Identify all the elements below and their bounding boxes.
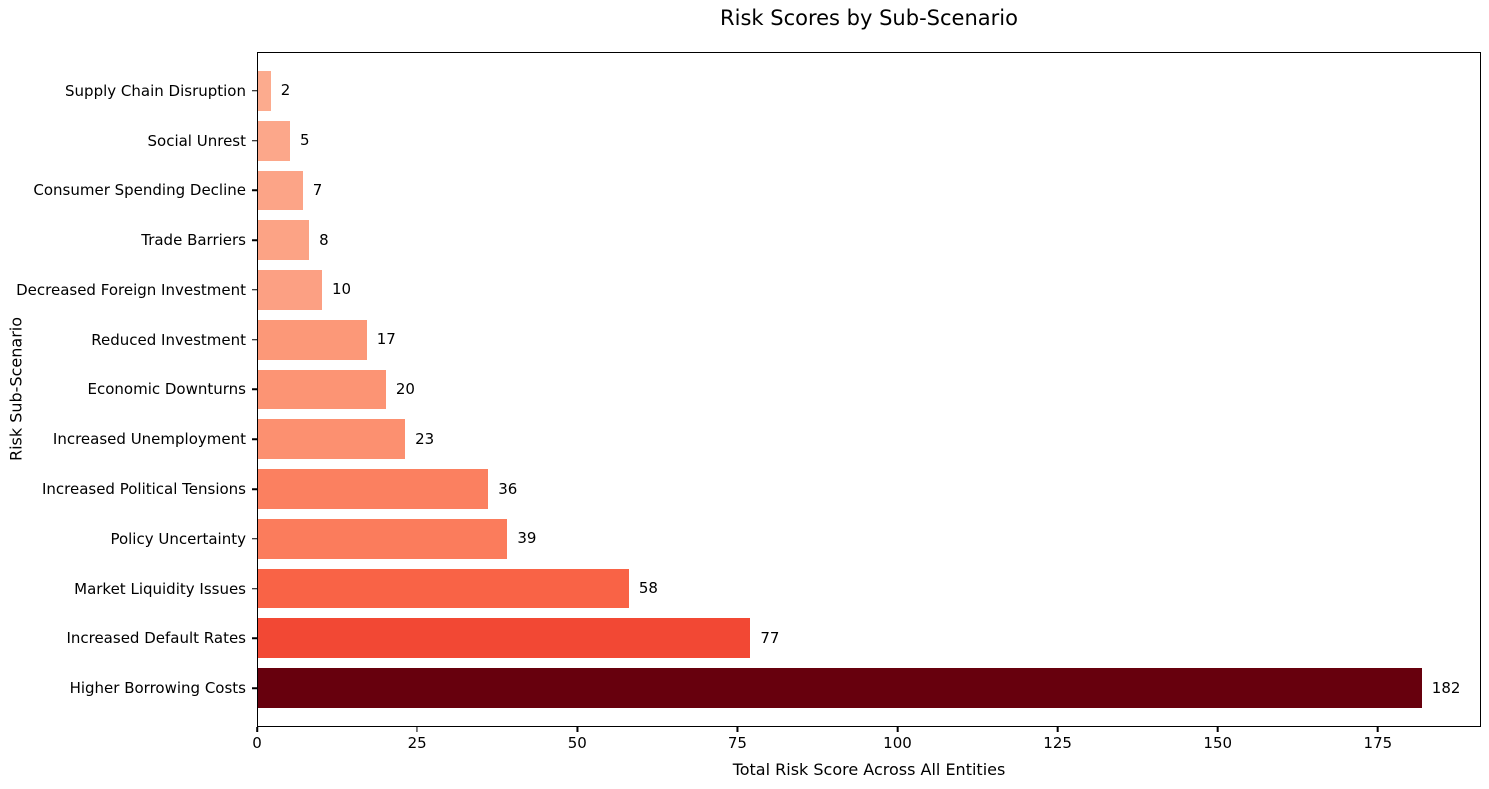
y-tick-mark bbox=[252, 587, 257, 590]
y-tick-mark bbox=[252, 488, 257, 490]
x-axis: 0 25 50 75 100 125 150 175 bbox=[252, 727, 1481, 769]
x-tick-50: 50 bbox=[568, 727, 587, 751]
y-tick-mark bbox=[252, 687, 257, 689]
bar-row-decreased-foreign-investment: Decreased Foreign Investment 10 bbox=[16, 265, 1480, 315]
bar-trade-barriers bbox=[258, 220, 310, 261]
bar-row-increased-political-tensions: Increased Political Tensions 36 bbox=[42, 464, 1480, 514]
y-tick-mark bbox=[252, 538, 257, 540]
category-label-higher-borrowing-costs: Higher Borrowing Costs bbox=[69, 679, 246, 698]
bars-area: Supply Chain Disruption 2 Social Unrest 5 Co… bbox=[16, 53, 1480, 726]
x-tick-0: 0 bbox=[252, 727, 262, 751]
bar-row-policy-uncertainty: Policy Uncertainty 39 bbox=[110, 514, 1480, 564]
value-label-market-liquidity-issues: 58 bbox=[638, 579, 658, 598]
x-tick-label: 50 bbox=[567, 734, 587, 752]
bar-supply-chain-disruption bbox=[258, 70, 271, 111]
bar-market-liquidity-issues bbox=[258, 568, 629, 609]
x-tick-mark bbox=[416, 727, 418, 732]
y-tick-mark bbox=[252, 438, 257, 440]
value-label-reduced-investment: 17 bbox=[376, 330, 396, 349]
bar-row-trade-barriers: Trade Barriers 8 bbox=[141, 215, 1480, 265]
category-label-increased-default-rates: Increased Default Rates bbox=[66, 629, 246, 648]
x-tick-mark bbox=[1377, 727, 1379, 732]
bar-row-market-liquidity-issues: Market Liquidity Issues 58 bbox=[74, 564, 1480, 614]
value-label-economic-downturns: 20 bbox=[395, 379, 415, 398]
value-label-trade-barriers: 8 bbox=[319, 230, 329, 249]
bar-increased-unemployment bbox=[258, 419, 406, 460]
x-tick-mark bbox=[1056, 727, 1059, 732]
x-tick-25: 25 bbox=[408, 727, 427, 751]
category-label-increased-unemployment: Increased Unemployment bbox=[52, 430, 246, 449]
x-tick-label: 0 bbox=[252, 734, 262, 752]
bar-economic-downturns bbox=[258, 369, 386, 410]
x-tick-label: 75 bbox=[727, 734, 747, 752]
value-label-increased-default-rates: 77 bbox=[760, 628, 780, 647]
bar-increased-default-rates bbox=[258, 618, 751, 659]
value-label-supply-chain-disruption: 2 bbox=[280, 81, 291, 100]
x-tick-100: 100 bbox=[883, 727, 912, 751]
category-label-increased-political-tensions: Increased Political Tensions bbox=[41, 480, 246, 498]
value-label-consumer-spending-decline: 7 bbox=[312, 180, 323, 199]
y-tick-mark bbox=[252, 388, 257, 391]
value-label-higher-borrowing-costs: 182 bbox=[1431, 678, 1461, 697]
x-tick-mark bbox=[896, 727, 899, 732]
chart-title: Risk Scores by Sub-Scenario bbox=[720, 6, 1018, 30]
x-tick-125: 125 bbox=[1043, 727, 1072, 751]
y-tick-mark bbox=[252, 90, 257, 92]
x-tick-label: 100 bbox=[883, 734, 912, 752]
category-label-supply-chain-disruption: Supply Chain Disruption bbox=[65, 81, 246, 100]
category-label-consumer-spending-decline: Consumer Spending Decline bbox=[33, 181, 246, 200]
y-tick-mark bbox=[252, 637, 257, 640]
category-label-market-liquidity-issues: Market Liquidity Issues bbox=[74, 579, 246, 598]
x-tick-mark bbox=[256, 727, 258, 732]
x-tick-label: 25 bbox=[407, 734, 427, 752]
x-tick-label: 125 bbox=[1043, 734, 1072, 752]
bar-consumer-spending-decline bbox=[258, 170, 303, 211]
bar-decreased-foreign-investment bbox=[258, 270, 322, 310]
x-tick-175: 175 bbox=[1363, 727, 1393, 752]
category-label-trade-barriers: Trade Barriers bbox=[141, 231, 246, 250]
bar-row-increased-default-rates: Increased Default Rates 77 bbox=[66, 613, 1480, 663]
bar-row-economic-downturns: Economic Downturns 20 bbox=[88, 365, 1480, 415]
y-tick-mark bbox=[252, 239, 257, 241]
category-label-reduced-investment: Reduced Investment bbox=[91, 330, 246, 349]
value-label-increased-unemployment: 23 bbox=[415, 429, 435, 448]
bar-row-reduced-investment: Reduced Investment 17 bbox=[91, 315, 1480, 365]
category-label-economic-downturns: Economic Downturns bbox=[87, 380, 247, 399]
bar-row-consumer-spending-decline: Consumer Spending Decline 7 bbox=[33, 166, 1480, 216]
category-label-policy-uncertainty: Policy Uncertainty bbox=[110, 529, 246, 548]
x-axis-title: Total Risk Score Across All Entities bbox=[732, 760, 1006, 779]
bar-higher-borrowing-costs bbox=[258, 668, 1422, 708]
y-tick-mark bbox=[252, 139, 257, 142]
y-axis-title: Risk Sub-Scenario bbox=[6, 316, 26, 462]
plot-area: Supply Chain Disruption 2 Social Unrest 5 Co… bbox=[16, 52, 1481, 727]
x-tick-150: 150 bbox=[1203, 727, 1232, 751]
bar-social-unrest bbox=[258, 120, 290, 161]
category-label-social-unrest: Social Unrest bbox=[147, 131, 247, 150]
bar-row-increased-unemployment: Increased Unemployment 23 bbox=[53, 414, 1480, 464]
y-tick-mark bbox=[252, 289, 257, 291]
category-label-decreased-foreign-investment: Decreased Foreign Investment bbox=[16, 280, 246, 299]
value-label-social-unrest: 5 bbox=[299, 131, 310, 150]
value-label-decreased-foreign-investment: 10 bbox=[331, 280, 352, 299]
bar-policy-uncertainty bbox=[258, 518, 508, 559]
x-tick-label: 175 bbox=[1363, 734, 1393, 752]
value-label-increased-political-tensions: 36 bbox=[498, 479, 518, 498]
y-tick-mark bbox=[252, 189, 257, 192]
x-tick-mark bbox=[576, 727, 578, 732]
value-label-policy-uncertainty: 39 bbox=[517, 529, 537, 548]
x-tick-label: 150 bbox=[1203, 734, 1233, 752]
bar-row-higher-borrowing-costs: Higher Borrowing Costs 182 bbox=[70, 663, 1480, 713]
bar-increased-political-tensions bbox=[258, 469, 489, 509]
y-tick-mark bbox=[252, 338, 257, 341]
bar-reduced-investment bbox=[258, 319, 367, 360]
bar-row-social-unrest: Social Unrest 5 bbox=[148, 116, 1480, 166]
bar-row-supply-chain-disruption: Supply Chain Disruption 2 bbox=[65, 66, 1480, 116]
x-tick-75: 75 bbox=[728, 727, 747, 751]
x-tick-mark bbox=[736, 727, 739, 732]
x-tick-mark bbox=[1216, 727, 1219, 732]
